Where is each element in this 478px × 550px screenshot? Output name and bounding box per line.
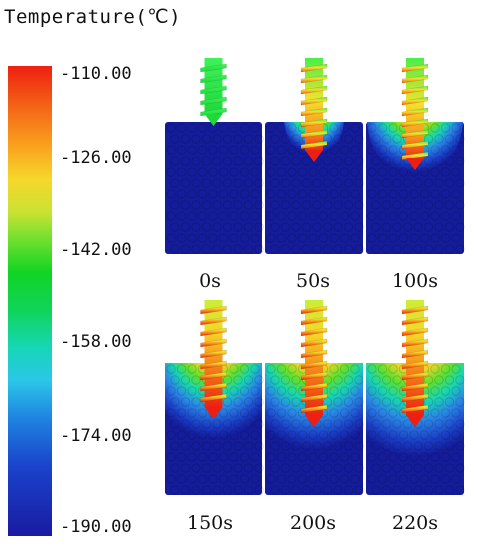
scale-label-3: -142.00 — [60, 240, 132, 260]
scale-label-max: -110.00 — [60, 64, 132, 84]
panel-1 — [265, 58, 364, 254]
figure-title: Temperature(℃) — [4, 6, 182, 28]
scale-label-5: -174.00 — [60, 426, 132, 446]
time-label-50s: 50s — [296, 270, 330, 292]
panel-0 — [165, 58, 264, 254]
time-label-100s: 100s — [391, 270, 438, 292]
panel-5 — [366, 300, 465, 495]
temperature-color-scale — [8, 66, 52, 536]
time-label-150s: 150s — [186, 512, 233, 534]
time-label-220s: 220s — [391, 512, 438, 534]
time-label-0s: 0s — [199, 270, 221, 292]
scale-label-2: -126.00 — [60, 148, 132, 168]
panel-2 — [366, 58, 465, 254]
scale-label-min: -190.00 — [60, 517, 132, 537]
time-label-200s: 200s — [289, 512, 336, 534]
panel-3 — [165, 300, 264, 495]
panel-4 — [265, 300, 364, 495]
scale-label-4: -158.00 — [60, 332, 132, 352]
